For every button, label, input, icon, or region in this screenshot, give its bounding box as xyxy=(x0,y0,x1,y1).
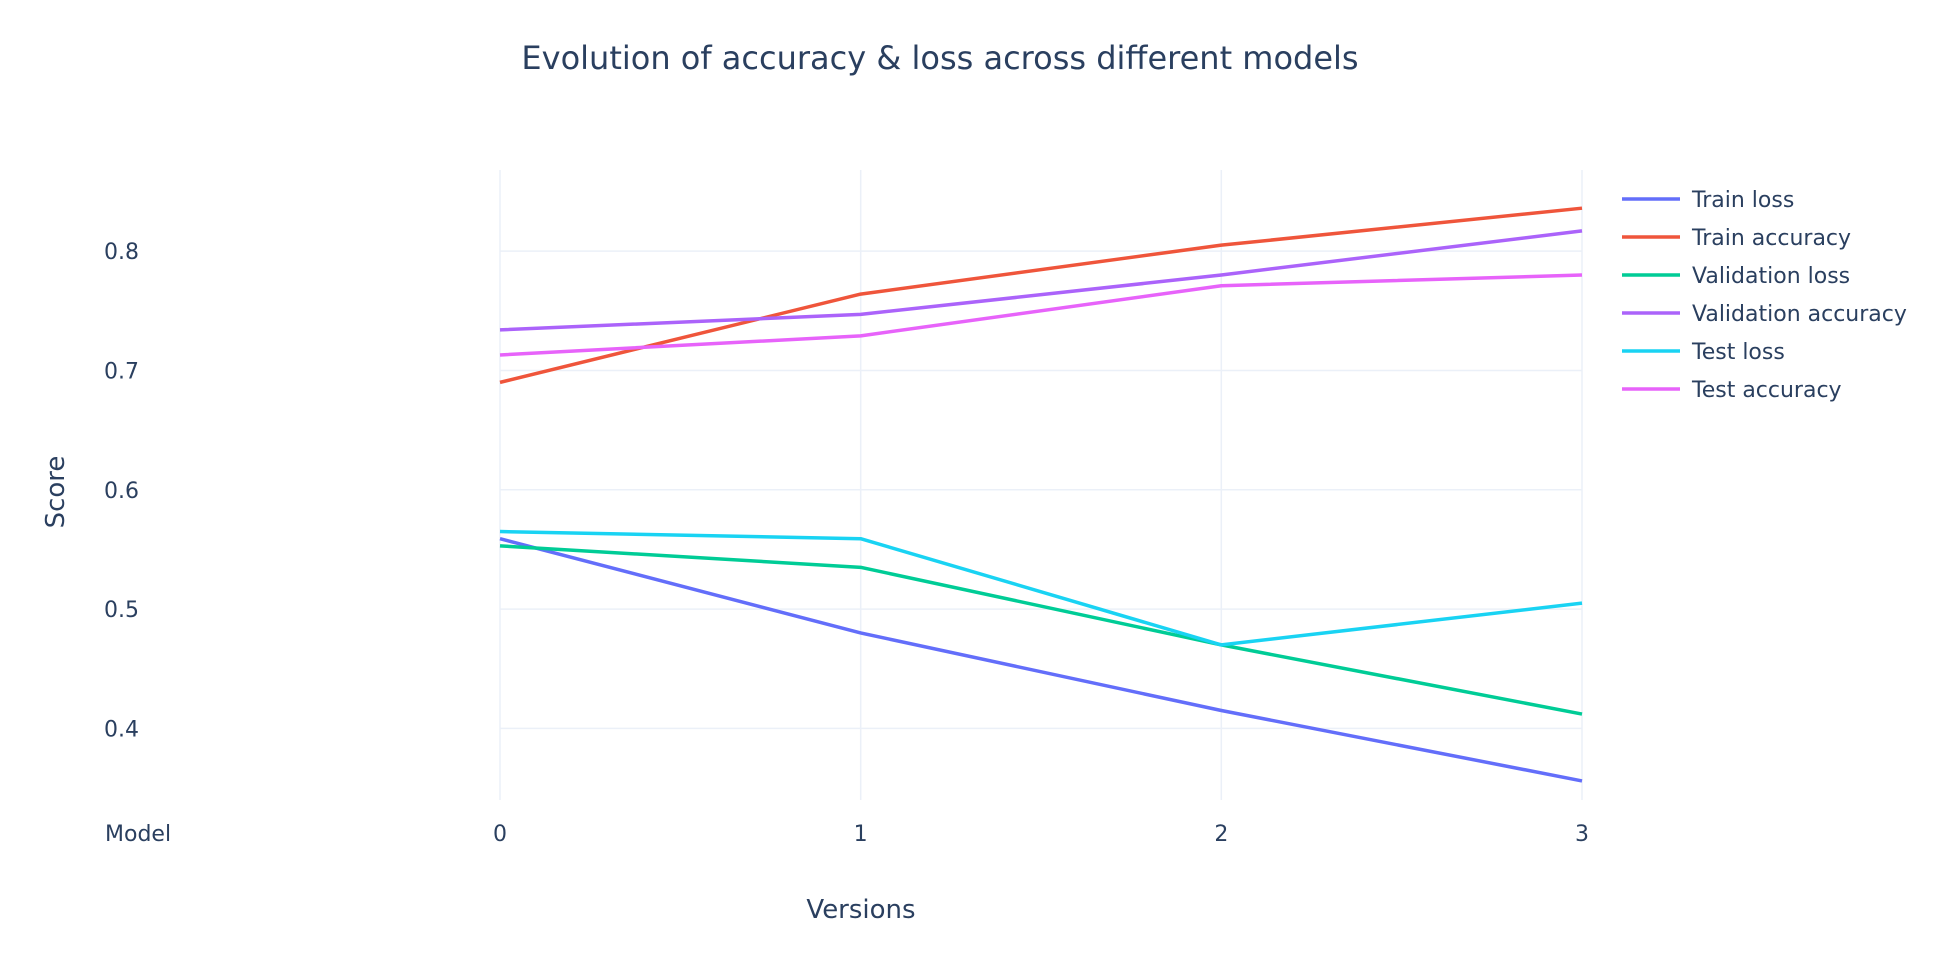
legend-item[interactable]: Train accuracy xyxy=(1622,226,1851,251)
legend-item[interactable]: Test loss xyxy=(1622,340,1785,365)
y-gridlines xyxy=(500,250,1582,730)
y-tick-label: 0.8 xyxy=(104,240,139,265)
legend-label: Train accuracy xyxy=(1691,226,1851,251)
legend-item[interactable]: Validation accuracy xyxy=(1622,302,1907,327)
x-tick-label: 1 xyxy=(854,822,868,847)
legend-label: Test loss xyxy=(1691,340,1785,365)
series-line-3 xyxy=(499,229,1583,332)
series-line-4 xyxy=(499,529,1583,647)
legend-label: Train loss xyxy=(1691,188,1794,213)
y-tick-label: 0.5 xyxy=(104,598,139,623)
x-tick-label: 0 xyxy=(493,822,507,847)
y-axis-title: Score xyxy=(41,456,71,529)
x-gridlines xyxy=(499,170,1583,800)
x-tick-label: 2 xyxy=(1214,822,1228,847)
legend-label: Test accuracy xyxy=(1691,378,1842,403)
x-tick-label: 3 xyxy=(1575,822,1589,847)
series-line-0 xyxy=(499,537,1583,783)
x-axis-row-label: Model xyxy=(105,822,171,847)
y-tick-label: 0.6 xyxy=(104,479,139,504)
y-tick-labels: 0.4 0.5 0.6 0.7 0.8 xyxy=(104,240,139,742)
y-tick-label: 0.7 xyxy=(104,359,139,384)
y-tick-label: 0.4 xyxy=(104,717,139,742)
series-line-5 xyxy=(499,273,1583,357)
legend-label: Validation loss xyxy=(1692,264,1850,289)
chart-title: Evolution of accuracy & loss across diff… xyxy=(521,39,1358,77)
legend-item[interactable]: Train loss xyxy=(1622,188,1794,213)
legend: Train loss Train accuracy Validation loss V… xyxy=(1622,188,1907,403)
x-axis-title: Versions xyxy=(806,895,915,925)
series-lines xyxy=(499,206,1583,783)
legend-item[interactable]: Validation loss xyxy=(1622,264,1850,289)
series-line-2 xyxy=(499,544,1583,716)
legend-label: Validation accuracy xyxy=(1692,302,1907,327)
x-tick-labels: 0 1 2 3 xyxy=(493,822,1589,847)
legend-item[interactable]: Test accuracy xyxy=(1622,378,1842,403)
series-line-1 xyxy=(499,206,1583,385)
